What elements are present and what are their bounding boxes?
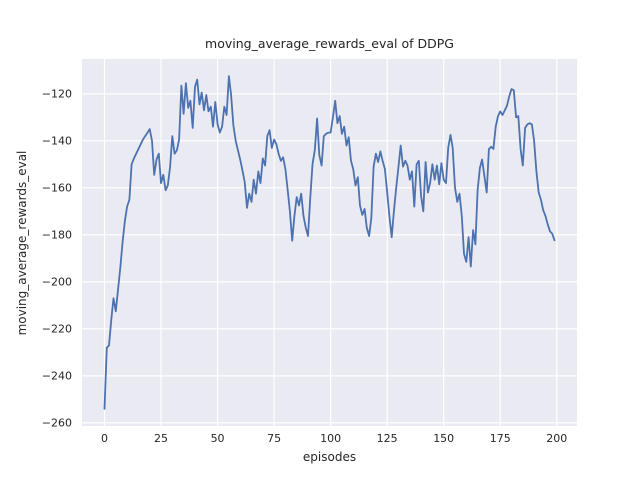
- x-tick-label: 200: [546, 432, 568, 445]
- x-tick-label: 150: [433, 432, 455, 445]
- y-tick-label: −260: [41, 416, 72, 430]
- y-tick-label: −200: [41, 275, 72, 289]
- x-tick-label: 75: [267, 432, 282, 445]
- plot-area: [82, 59, 577, 426]
- line-chart: [82, 59, 577, 426]
- x-tick-label: 0: [101, 432, 108, 445]
- x-tick-label: 125: [376, 432, 398, 445]
- y-tick-label: −120: [41, 87, 72, 101]
- x-tick-label: 100: [320, 432, 342, 445]
- y-tick-label: −220: [41, 322, 72, 336]
- plot-title: moving_average_rewards_eval of DDPG: [205, 36, 454, 51]
- y-tick-label: −160: [41, 181, 72, 195]
- x-tick-label: 25: [154, 432, 169, 445]
- x-tick-label: 50: [210, 432, 225, 445]
- x-axis-label: episodes: [302, 450, 357, 464]
- x-tick-label: 175: [489, 432, 511, 445]
- y-axis-label: moving_average_rewards_eval: [15, 150, 29, 336]
- y-tick-label: −180: [41, 228, 72, 242]
- y-tick-label: −140: [41, 134, 72, 148]
- data-series-line: [103, 75, 556, 410]
- y-tick-label: −240: [41, 369, 72, 383]
